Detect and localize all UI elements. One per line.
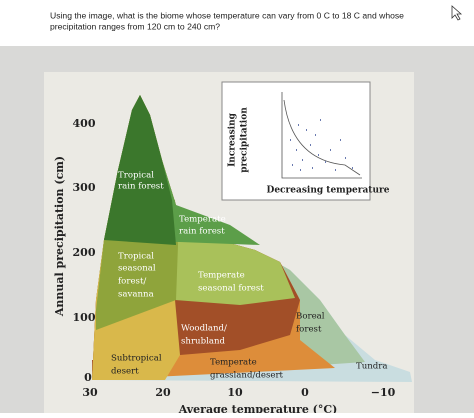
x-tick-label: 20: [155, 386, 171, 399]
cursor-icon: [451, 5, 463, 21]
biome-label: Woodland/: [181, 324, 227, 334]
inset-dots: [290, 119, 353, 171]
biome-label: savanna: [118, 290, 154, 300]
biome-label: Tundra: [356, 362, 388, 372]
x-tick-label: 0: [301, 386, 309, 399]
biome-label: Temperate: [210, 358, 257, 368]
question-line: Using the image, what is the biome whose…: [50, 10, 404, 20]
biome-label: Tropical: [118, 252, 154, 262]
biome-label: grassland/desert: [210, 371, 284, 381]
y-tick-label: 200: [73, 246, 96, 259]
biome-label: Temperate: [179, 215, 226, 225]
y-tick-label: 400: [73, 117, 96, 130]
biome-label: Tropical: [118, 171, 154, 181]
x-axis-label: Average temperature (°C): [178, 403, 338, 413]
x-tick-label: 10: [227, 386, 243, 399]
inset-y-label: Increasing: [228, 112, 238, 167]
biome-label: seasonal forest: [198, 284, 264, 294]
biome-label: seasonal: [118, 264, 156, 274]
biome-label: rain forest: [118, 182, 164, 192]
y-tick-label: 300: [73, 181, 96, 194]
biome-label: forest: [296, 325, 322, 335]
biome-label: Boreal: [296, 312, 325, 322]
inset-y-label: precipitation: [240, 107, 250, 173]
biome-label: Subtropical: [111, 354, 162, 364]
inset-box: [221, 81, 371, 201]
inset-x-label: Decreasing temperature: [267, 186, 390, 196]
x-tick-label: 30: [82, 386, 98, 399]
biome-label: rain forest: [179, 227, 225, 237]
y-tick-label: 100: [73, 311, 96, 324]
biome-label: desert: [111, 367, 139, 377]
tropical-rain-region: [104, 95, 176, 245]
x-tick-label: −10: [371, 386, 396, 399]
biome-label: forest/: [118, 277, 146, 287]
biome-label: Temperate: [198, 271, 245, 281]
question-line: precipitation ranges from 120 cm to 240 …: [50, 21, 220, 31]
y-tick-label: 0: [84, 371, 92, 384]
y-axis-label: Annual precipitation (cm): [53, 156, 66, 317]
biome-label: shrubland: [181, 337, 225, 347]
inset-axes: [281, 92, 362, 179]
